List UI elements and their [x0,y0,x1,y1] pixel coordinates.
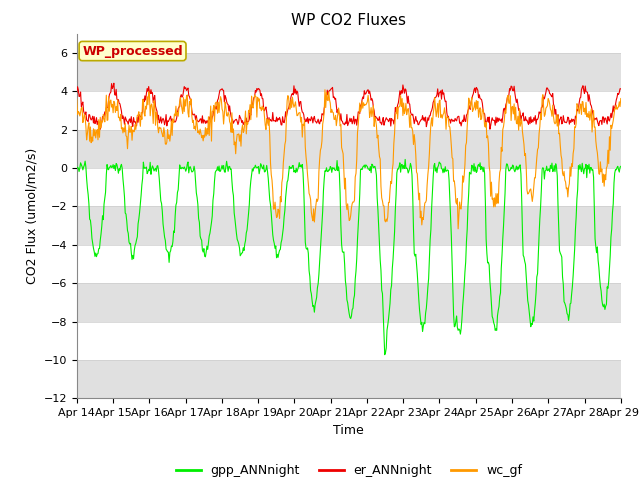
Y-axis label: CO2 Flux (umol/m2/s): CO2 Flux (umol/m2/s) [25,148,38,284]
Legend: gpp_ANNnight, er_ANNnight, wc_gf: gpp_ANNnight, er_ANNnight, wc_gf [171,459,527,480]
X-axis label: Time: Time [333,424,364,437]
Title: WP CO2 Fluxes: WP CO2 Fluxes [291,13,406,28]
Bar [77,360,621,398]
Bar [77,53,621,91]
Text: WP_processed: WP_processed [82,45,183,58]
Bar [77,206,621,245]
Bar [77,283,621,322]
Bar [77,130,621,168]
